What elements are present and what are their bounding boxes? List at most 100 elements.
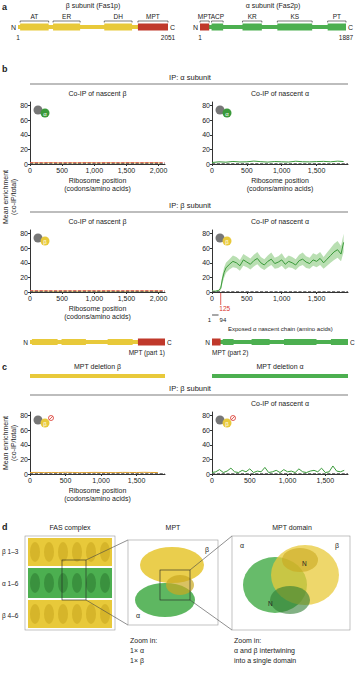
svg-text:60: 60	[202, 427, 210, 434]
svg-text:Co-IP of nascent β: Co-IP of nascent β	[69, 218, 127, 226]
svg-text:(codons/amino acids): (codons/amino acids)	[247, 185, 314, 193]
svg-text:α and β intertwining: α and β intertwining	[234, 647, 295, 655]
svg-text:α: α	[43, 111, 47, 117]
svg-text:40: 40	[202, 441, 210, 448]
svg-text:40: 40	[202, 259, 210, 266]
svg-text:(codons/amino acids): (codons/amino acids)	[64, 313, 131, 321]
svg-text:α: α	[225, 111, 229, 117]
svg-text:Mean enrichment: Mean enrichment	[2, 170, 9, 224]
svg-text:80: 80	[20, 102, 28, 109]
svg-text:(co-IP/total): (co-IP/total)	[10, 179, 18, 215]
svg-text:C: C	[167, 339, 172, 346]
svg-text:60: 60	[20, 427, 28, 434]
svg-text:1× β: 1× β	[130, 657, 144, 665]
svg-text:Ribosome position: Ribosome position	[251, 177, 309, 185]
svg-text:Mean enrichment: Mean enrichment	[2, 416, 9, 470]
svg-text:1,500: 1,500	[308, 295, 326, 302]
svg-text:c: c	[2, 362, 7, 372]
svg-text:KR: KR	[248, 13, 257, 20]
svg-text:1,000: 1,000	[273, 167, 291, 174]
svg-text:0: 0	[28, 477, 32, 484]
svg-text:Exposed α nascent chain (amino: Exposed α nascent chain (amino acids)	[228, 326, 333, 332]
svg-text:40: 40	[20, 259, 28, 266]
svg-text:1,500: 1,500	[128, 477, 146, 484]
svg-text:MPT deletion β: MPT deletion β	[74, 363, 121, 371]
svg-text:α: α	[240, 542, 244, 549]
svg-text:1,000: 1,000	[92, 477, 110, 484]
svg-text:94: 94	[220, 317, 227, 323]
svg-text:1,500: 1,500	[308, 167, 326, 174]
svg-text:20: 20	[202, 146, 210, 153]
svg-text:(codons/amino acids): (codons/amino acids)	[64, 185, 131, 193]
svg-text:0: 0	[28, 167, 32, 174]
svg-text:α: α	[136, 612, 140, 619]
svg-text:0: 0	[210, 167, 214, 174]
svg-text:1,500: 1,500	[317, 477, 335, 484]
svg-text:1: 1	[16, 34, 20, 41]
svg-text:β 4–6: β 4–6	[2, 612, 19, 620]
svg-text:Co-IP of nascent β: Co-IP of nascent β	[69, 90, 127, 98]
svg-text:ACP: ACP	[211, 13, 224, 20]
svg-text:Co-IP of nascent α: Co-IP of nascent α	[251, 400, 309, 407]
svg-text:20: 20	[20, 146, 28, 153]
svg-text:1: 1	[198, 34, 202, 41]
svg-text:β: β	[225, 421, 229, 427]
svg-text:2,000: 2,000	[150, 167, 168, 174]
svg-text:80: 80	[202, 412, 210, 419]
svg-text:N: N	[193, 24, 198, 31]
svg-text:40: 40	[20, 441, 28, 448]
svg-text:20: 20	[20, 274, 28, 281]
svg-text:60: 60	[20, 117, 28, 124]
svg-text:Zoom in:: Zoom in:	[234, 637, 261, 644]
svg-text:β: β	[335, 542, 339, 550]
svg-text:20: 20	[20, 456, 28, 463]
svg-text:MPT (part 1): MPT (part 1)	[129, 349, 165, 357]
svg-text:1× α: 1× α	[130, 647, 144, 654]
svg-text:Ribosome position: Ribosome position	[69, 305, 127, 313]
svg-text:N: N	[302, 560, 307, 567]
svg-text:β: β	[205, 546, 209, 554]
svg-text:MPT: MPT	[198, 13, 212, 20]
svg-text:0: 0	[210, 477, 214, 484]
svg-text:80: 80	[202, 102, 210, 109]
svg-text:500: 500	[56, 167, 68, 174]
svg-text:MPT domain: MPT domain	[272, 524, 312, 531]
svg-text:Co-IP of nascent α: Co-IP of nascent α	[251, 90, 309, 97]
svg-text:80: 80	[202, 230, 210, 237]
svg-text:40: 40	[202, 131, 210, 138]
svg-text:Ribosome position: Ribosome position	[69, 487, 127, 495]
svg-text:1: 1	[208, 317, 212, 323]
svg-text:60: 60	[202, 245, 210, 252]
svg-text:60: 60	[202, 117, 210, 124]
svg-text:60: 60	[20, 245, 28, 252]
svg-text:1887: 1887	[339, 34, 354, 41]
svg-text:1,500: 1,500	[118, 167, 136, 174]
svg-text:α 1–6: α 1–6	[2, 580, 19, 587]
svg-text:2051: 2051	[161, 34, 176, 41]
svg-text:a: a	[2, 2, 8, 12]
svg-text:KS: KS	[290, 13, 299, 20]
svg-text:2,000: 2,000	[150, 295, 168, 302]
svg-text:β: β	[43, 421, 47, 427]
svg-text:DH: DH	[113, 13, 123, 20]
svg-text:20: 20	[202, 456, 210, 463]
svg-text:N: N	[23, 339, 28, 346]
svg-text:1,000: 1,000	[273, 295, 291, 302]
svg-text:FAS complex: FAS complex	[49, 524, 91, 532]
svg-text:α subunit (Fas2p): α subunit (Fas2p)	[246, 2, 301, 10]
svg-text:C: C	[348, 24, 353, 31]
svg-text:Co-IP of nascent α: Co-IP of nascent α	[251, 218, 309, 225]
svg-text:(co-IP/total): (co-IP/total)	[10, 425, 18, 461]
svg-text:MPT: MPT	[146, 13, 160, 20]
svg-text:MPT: MPT	[166, 524, 182, 531]
svg-text:0: 0	[210, 295, 214, 302]
svg-text:40: 40	[20, 131, 28, 138]
svg-text:β subunit (Fas1p): β subunit (Fas1p)	[66, 2, 121, 10]
svg-text:N: N	[268, 600, 273, 607]
svg-text:20: 20	[202, 274, 210, 281]
svg-text:into a single domain: into a single domain	[234, 657, 296, 665]
svg-text:0: 0	[28, 295, 32, 302]
svg-text:IP: α subunit: IP: α subunit	[169, 73, 212, 82]
svg-text:IP: β subunit: IP: β subunit	[169, 201, 212, 210]
svg-text:(codons/amino acids): (codons/amino acids)	[64, 495, 131, 503]
